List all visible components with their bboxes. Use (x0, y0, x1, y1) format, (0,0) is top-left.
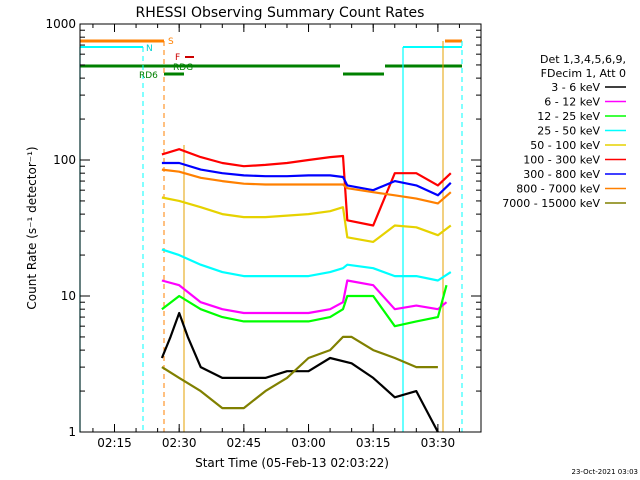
series-line-4 (161, 196, 452, 243)
series-line-7 (161, 168, 452, 205)
x-tick-label-2: 02:45 (227, 436, 262, 450)
legend-label-4: 50 - 100 keV (530, 139, 600, 152)
series-line-6 (161, 161, 452, 197)
y-tick-label-3: 1000 (45, 17, 76, 31)
x-tick-label-0: 02:15 (97, 436, 132, 450)
legend-label-5: 100 - 300 keV (523, 154, 600, 167)
series-line-5 (161, 148, 452, 227)
axes: 02:15 02:30 02:45 03:00 03:15 03:30 1 10 100 1000 (45, 17, 482, 450)
legend-label-0: 3 - 6 keV (551, 81, 600, 94)
legend-header-1: Det 1,3,4,5,6,9, (540, 53, 626, 66)
x-tick-label-4: 03:15 (356, 436, 391, 450)
series-line-8 (161, 335, 438, 410)
legend-label-8: 7000 - 15000 keV (502, 197, 600, 210)
flag-label-s: S (168, 37, 174, 47)
flag-label-rd6: RD6 (139, 71, 158, 81)
flag-label-rdg: RDG (173, 63, 193, 73)
timestamp: 23-Oct-2021 03:03 (572, 468, 638, 476)
y-tick-label-2: 100 (53, 153, 76, 167)
legend-label-3: 25 - 50 keV (537, 125, 600, 138)
x-axis-label: Start Time (05-Feb-13 02:03:22) (195, 456, 389, 470)
y-tick-label-1: 10 (61, 289, 76, 303)
series-layer (160, 148, 452, 433)
legend: Det 1,3,4,5,6,9, FDecim 1, Att 0 3 - 6 k… (502, 53, 626, 210)
y-tick-label-0: 1 (68, 425, 76, 439)
y-axis-label: Count Rate (s⁻¹ detector⁻¹) (25, 146, 39, 309)
plot-frame (79, 23, 482, 433)
x-tick-label-3: 03:00 (291, 436, 326, 450)
x-tick-label-5: 03:30 (421, 436, 456, 450)
legend-header-2: FDecim 1, Att 0 (541, 67, 626, 80)
flag-label-f: F (175, 53, 180, 63)
chart-title: RHESSI Observing Summary Count Rates (136, 5, 425, 21)
x-tick-label-1: 02:30 (162, 436, 197, 450)
series-line-3 (161, 248, 452, 282)
legend-label-1: 6 - 12 keV (544, 96, 600, 109)
legend-label-7: 800 - 7000 keV (516, 183, 600, 196)
series-line-0 (160, 311, 439, 433)
series-line-2 (161, 284, 448, 328)
legend-label-2: 12 - 25 keV (537, 110, 600, 123)
legend-label-6: 300 - 800 keV (523, 168, 600, 181)
flag-label-n: N (146, 44, 153, 54)
series-line-1 (161, 279, 448, 315)
